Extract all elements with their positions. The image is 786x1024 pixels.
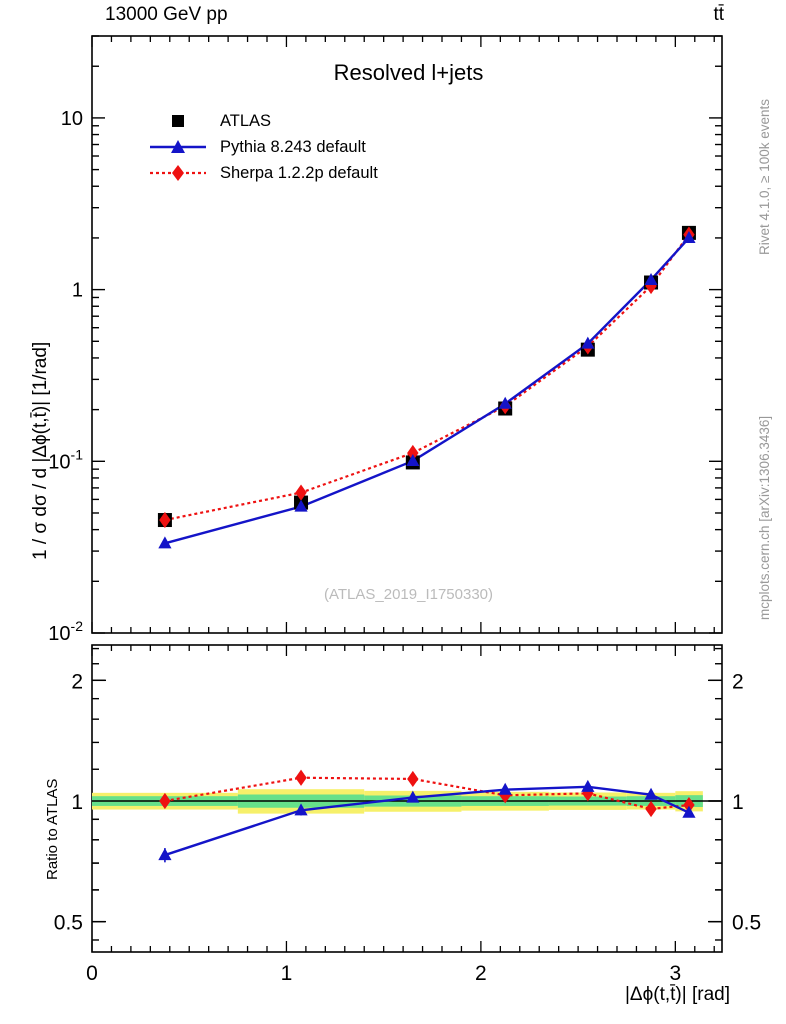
main-y-tick-label: 10-2 <box>48 618 83 645</box>
sherpa-data-marker <box>159 511 171 529</box>
ratio-y-tick-label-right: 0.5 <box>732 912 761 935</box>
legend-label: Sherpa 1.2.2p default <box>220 163 378 182</box>
square-legend-glyph <box>172 115 184 127</box>
main-y-tick-label: 10-1 <box>48 446 83 473</box>
ratio-y-tick-label-right: 2 <box>732 670 744 693</box>
legend-entry: ATLAS <box>148 108 378 134</box>
legend: ATLAS Pythia 8.243 default Sherpa 1.2.2p d… <box>148 108 378 186</box>
pythia-ratio-marker <box>498 782 512 795</box>
sherpa-ratio-marker <box>683 796 695 814</box>
sherpa-ratio-marker <box>645 800 657 818</box>
header-right-label: tt̄ <box>713 4 724 25</box>
sherpa-ratio-marker <box>295 769 307 786</box>
x-tick-label: 3 <box>669 962 681 985</box>
pythia-data-marker <box>644 272 658 285</box>
sherpa-data-marker <box>407 444 419 462</box>
x-tick-label: 0 <box>86 962 98 985</box>
sherpa-data-marker <box>645 277 657 295</box>
main-panel-frame <box>91 35 723 634</box>
x-axis-title: |Δϕ(t,t̄)| [rad] <box>625 984 730 1005</box>
pythia-ratio-marker <box>581 779 595 792</box>
pythia-main-line <box>164 237 690 545</box>
sherpa-main-line <box>164 233 690 522</box>
pythia-ratio-marker <box>294 803 308 816</box>
pythia-data-marker <box>158 536 172 549</box>
pythia-data-marker <box>581 336 595 349</box>
plot-title: Resolved l+jets <box>333 60 484 85</box>
ratio-y-tick-label: 1 <box>71 791 83 814</box>
sherpa-ratio-marker <box>407 770 419 788</box>
x-tick-label: 1 <box>281 962 293 985</box>
header-left-label: 13000 GeV pp <box>105 4 228 25</box>
legend-entry: Sherpa 1.2.2p default <box>148 160 378 186</box>
x-tick-label: 2 <box>475 962 487 985</box>
triangle-legend-glyph <box>150 140 206 153</box>
pythia-data-marker <box>294 499 308 512</box>
pythia-data-marker <box>682 231 696 244</box>
diamond-legend-glyph <box>150 165 206 181</box>
ratio-y-tick-label: 2 <box>71 670 83 693</box>
main-y-tick-label: 10 <box>61 108 83 130</box>
dataset-watermark: (ATLAS_2019_I1750330) <box>323 586 493 603</box>
pythia-ratio-marker <box>406 790 420 803</box>
ratio-y-tick-label: 0.5 <box>54 912 83 935</box>
legend-entry: Pythia 8.243 default <box>148 134 378 160</box>
main-y-tick-label: 1 <box>72 280 83 302</box>
sherpa-data-marker <box>295 484 307 501</box>
legend-label: Pythia 8.243 default <box>220 137 366 156</box>
pythia-ratio-marker <box>682 805 696 818</box>
ratio-y-tick-label-right: 1 <box>732 791 744 814</box>
pythia-ratio-marker <box>644 787 658 800</box>
legend-label: ATLAS <box>220 111 272 130</box>
sherpa-ratio-marker <box>159 792 171 810</box>
pythia-data-marker <box>498 396 512 409</box>
pythia-ratio-marker <box>158 848 172 861</box>
pythia-data-marker <box>406 454 420 467</box>
